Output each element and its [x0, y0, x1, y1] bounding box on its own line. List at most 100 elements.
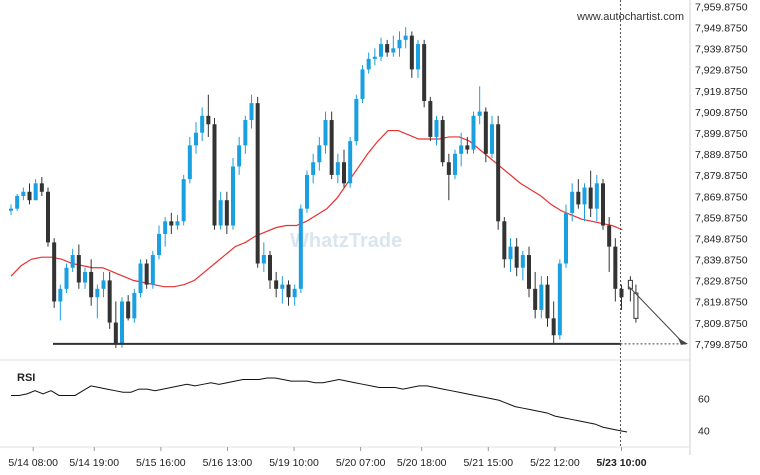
candle	[551, 301, 556, 344]
time-tick-label: 5/15 16:00	[136, 457, 186, 469]
candle	[268, 250, 272, 289]
candle	[391, 35, 396, 57]
candle	[76, 244, 81, 289]
candle	[126, 295, 131, 321]
time-tick-label: 5/14 19:00	[69, 457, 119, 469]
candle	[520, 250, 525, 281]
candle	[249, 94, 254, 129]
candle	[385, 39, 390, 57]
candle	[601, 179, 605, 230]
candle	[89, 259, 94, 306]
time-tick-label: 5/20 18:00	[397, 457, 447, 469]
forecast-arrow	[628, 286, 685, 345]
forecast-arrow-head	[678, 337, 688, 345]
candle	[206, 94, 211, 137]
candle	[243, 115, 248, 154]
time-axis: 5/14 08:00 5/14 19:00 5/15 16:00 5/16 13:00…	[8, 447, 647, 469]
candle	[292, 284, 297, 306]
candle	[379, 37, 383, 61]
candle	[397, 31, 402, 57]
price-tick-label: 7,809.8750	[695, 318, 748, 330]
candle	[175, 214, 180, 230]
rsi-series	[11, 377, 628, 433]
ma-series	[10, 129, 623, 288]
candle	[607, 217, 612, 272]
candle	[502, 217, 507, 268]
candle	[144, 259, 149, 289]
candle	[533, 271, 538, 319]
price-tick-label: 7,879.8750	[695, 170, 748, 182]
candle	[231, 158, 235, 230]
price-tick-label: 7,899.8750	[695, 128, 748, 140]
price-tick-label: 7,889.8750	[695, 149, 748, 161]
price-axis: 7,959.8750 7,949.8750 7,939.8750 7,929.8750…	[695, 1, 748, 351]
candle	[465, 136, 470, 154]
price-tick-label: 7,829.8750	[695, 276, 748, 288]
candle	[527, 246, 531, 298]
time-tick-label: 5/20 07:00	[336, 457, 386, 469]
candle	[255, 96, 260, 268]
candle	[261, 242, 266, 272]
candle	[539, 276, 544, 319]
price-tick-label: 7,919.8750	[695, 86, 748, 98]
support-level	[53, 286, 688, 345]
price-tick-label: 7,939.8750	[695, 44, 748, 56]
candle	[329, 111, 334, 180]
moving-average-line	[10, 129, 623, 288]
price-tick-label: 7,929.8750	[695, 65, 748, 77]
candle	[181, 174, 186, 226]
price-tick-label: 7,819.8750	[695, 297, 748, 309]
candle	[366, 52, 371, 74]
candle	[403, 27, 408, 49]
candle	[471, 111, 476, 154]
candle	[342, 149, 346, 188]
price-tick-label: 7,859.8750	[695, 212, 748, 224]
time-tick-label: 5/14 08:00	[8, 457, 58, 469]
candle	[459, 132, 464, 167]
candle	[33, 179, 38, 201]
candle	[218, 191, 223, 230]
candle	[311, 153, 316, 184]
candle	[224, 191, 229, 234]
candle	[58, 284, 63, 321]
price-tick-label: 7,949.8750	[695, 22, 748, 34]
candle	[360, 65, 365, 104]
watermark-brand: WhatzTrade	[290, 230, 402, 252]
time-tick-label: 5/21 15:00	[463, 457, 513, 469]
candle	[477, 86, 482, 125]
candle	[9, 204, 13, 215]
price-tick-label: 7,869.8750	[695, 191, 748, 203]
candle	[619, 284, 624, 310]
candle	[496, 115, 501, 230]
time-tick-label: 5/16 13:00	[203, 457, 253, 469]
candles	[9, 27, 639, 348]
candle	[101, 271, 106, 298]
candle	[46, 187, 50, 247]
candle	[237, 136, 242, 175]
rsi-panel: RSI 60 40	[11, 372, 710, 437]
candle	[194, 122, 198, 154]
candle	[440, 115, 445, 167]
candle	[52, 238, 57, 308]
candle	[545, 276, 550, 327]
time-tick-label: 5/22 12:00	[530, 457, 580, 469]
time-tick-label: 5/23 10:00	[596, 457, 646, 469]
candle	[113, 301, 118, 348]
price-tick-label: 7,909.8750	[695, 107, 748, 119]
candle	[483, 107, 488, 163]
candle	[107, 271, 112, 329]
candle	[169, 212, 174, 234]
chart-frame	[0, 0, 691, 455]
price-tick-label: 7,849.8750	[695, 233, 748, 245]
candle	[39, 177, 44, 196]
candle	[150, 250, 155, 289]
candle	[163, 217, 168, 247]
candle	[95, 284, 100, 319]
candle	[200, 107, 205, 142]
candle	[187, 136, 192, 184]
candle	[317, 136, 322, 171]
candle	[212, 117, 217, 230]
candle	[508, 238, 513, 272]
candle	[372, 48, 377, 66]
candle	[446, 153, 451, 201]
